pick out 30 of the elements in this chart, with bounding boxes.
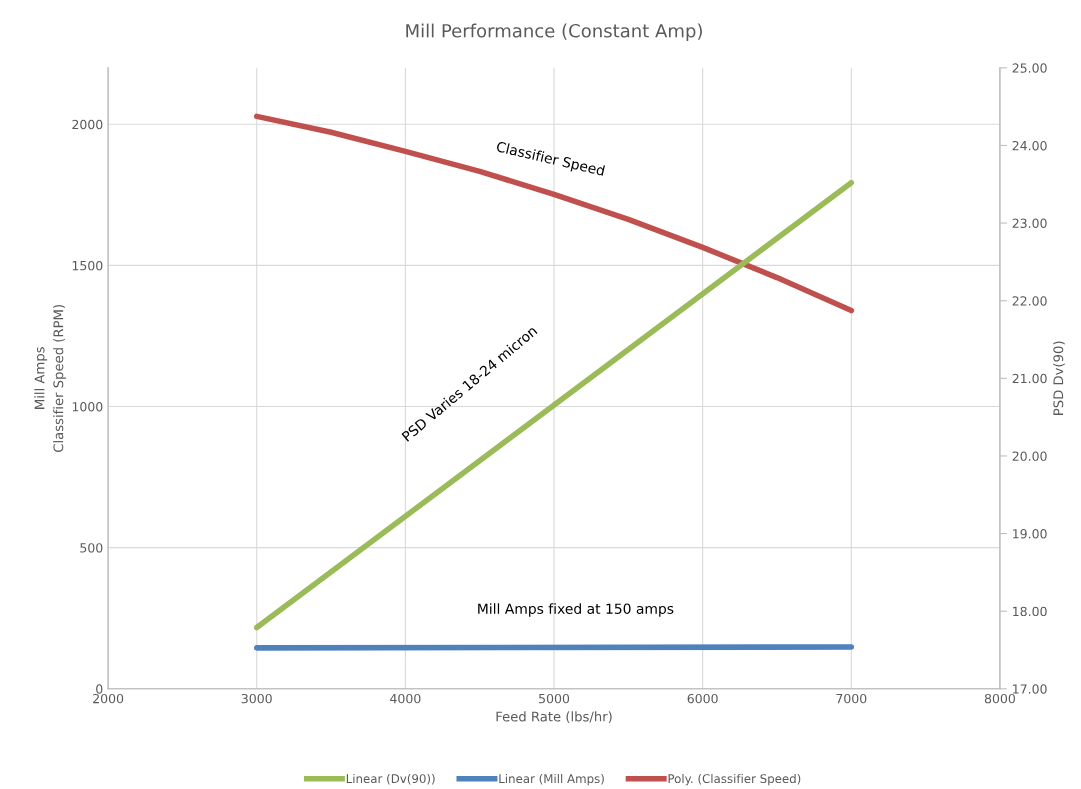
legend-label: Linear (Mill Amps) — [499, 773, 604, 786]
x-tick-label: 4000 — [390, 693, 421, 704]
y2-tick-label: 24.00 — [1012, 140, 1047, 151]
legend-label: Poly. (Classifier Speed) — [668, 773, 801, 786]
x-tick-label: 3000 — [241, 693, 272, 704]
y2-tick-label: 19.00 — [1013, 529, 1047, 539]
y-axis-title: Mill Amps Classifier Speed (RPM) — [34, 305, 66, 452]
y-tick-label: 1000 — [72, 402, 103, 412]
y2-tick-label: 25.00 — [1012, 63, 1047, 73]
x-axis-title: Feed Rate (lbs/hr) — [496, 711, 612, 724]
x-tick-label: 7000 — [836, 693, 867, 704]
y2-tick-label: 17.00 — [1013, 684, 1047, 694]
x-tick-label: 8000 — [984, 693, 1015, 704]
annotation: Classifier Speed — [495, 140, 605, 179]
chart-title: Mill Performance (Constant Amp) — [406, 23, 702, 42]
legend-label: Linear (Dv(90)) — [346, 773, 435, 785]
y-tick-label: 0 — [96, 684, 103, 694]
y-tick-label: 2000 — [72, 119, 103, 130]
y2-tick-label: 21.00 — [1012, 373, 1047, 384]
x-tick-label: 2000 — [93, 693, 124, 704]
y2-tick-label: 18.00 — [1013, 606, 1047, 617]
y2-tick-label: 23.00 — [1012, 218, 1047, 229]
y2-tick-label: 22.00 — [1012, 296, 1047, 306]
x-tick-label: 6000 — [687, 693, 718, 704]
y-tick-label: 1500 — [72, 260, 103, 271]
y2-tick-label: 20.00 — [1012, 451, 1047, 461]
y2-axis-title: PSD Dv(90) — [1053, 341, 1065, 415]
y-tick-label: 500 — [80, 543, 103, 553]
annotation: Mill Amps fixed at 150 amps — [478, 603, 674, 617]
x-tick-label: 5000 — [539, 693, 570, 704]
